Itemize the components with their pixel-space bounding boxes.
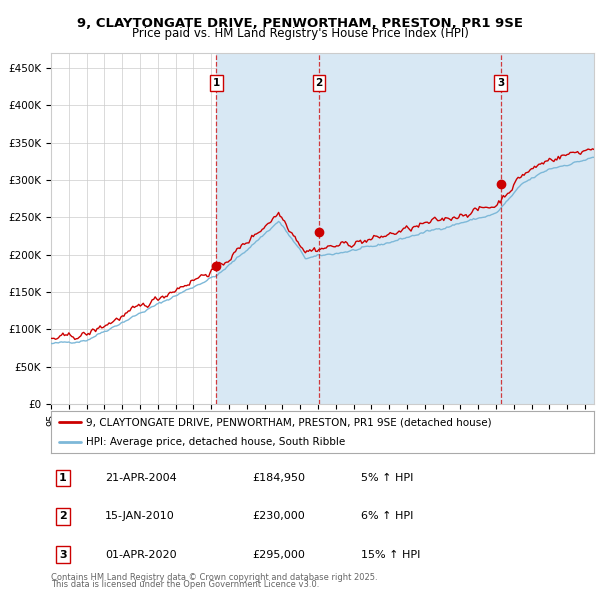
- Text: £295,000: £295,000: [252, 550, 305, 559]
- Text: This data is licensed under the Open Government Licence v3.0.: This data is licensed under the Open Gov…: [51, 579, 319, 589]
- Text: 1: 1: [213, 78, 220, 88]
- Bar: [217, 53, 319, 404]
- Text: 3: 3: [59, 550, 67, 559]
- Text: 21-APR-2004: 21-APR-2004: [106, 473, 177, 483]
- Text: 9, CLAYTONGATE DRIVE, PENWORTHAM, PRESTON, PR1 9SE: 9, CLAYTONGATE DRIVE, PENWORTHAM, PRESTO…: [77, 17, 523, 30]
- Text: 9, CLAYTONGATE DRIVE, PENWORTHAM, PRESTON, PR1 9SE (detached house): 9, CLAYTONGATE DRIVE, PENWORTHAM, PRESTO…: [86, 417, 492, 427]
- Text: 6% ↑ HPI: 6% ↑ HPI: [361, 512, 413, 521]
- Text: 2: 2: [59, 512, 67, 521]
- Text: 3: 3: [497, 78, 504, 88]
- Bar: [500, 53, 594, 404]
- Bar: [319, 53, 500, 404]
- Text: 01-APR-2020: 01-APR-2020: [106, 550, 177, 559]
- Text: 2: 2: [315, 78, 322, 88]
- Text: 1: 1: [59, 473, 67, 483]
- Text: £230,000: £230,000: [252, 512, 305, 521]
- Text: HPI: Average price, detached house, South Ribble: HPI: Average price, detached house, Sout…: [86, 437, 346, 447]
- Text: £184,950: £184,950: [252, 473, 305, 483]
- Text: 5% ↑ HPI: 5% ↑ HPI: [361, 473, 413, 483]
- Text: Contains HM Land Registry data © Crown copyright and database right 2025.: Contains HM Land Registry data © Crown c…: [51, 572, 377, 582]
- Text: 15-JAN-2010: 15-JAN-2010: [106, 512, 175, 521]
- Text: Price paid vs. HM Land Registry's House Price Index (HPI): Price paid vs. HM Land Registry's House …: [131, 27, 469, 40]
- Text: 15% ↑ HPI: 15% ↑ HPI: [361, 550, 420, 559]
